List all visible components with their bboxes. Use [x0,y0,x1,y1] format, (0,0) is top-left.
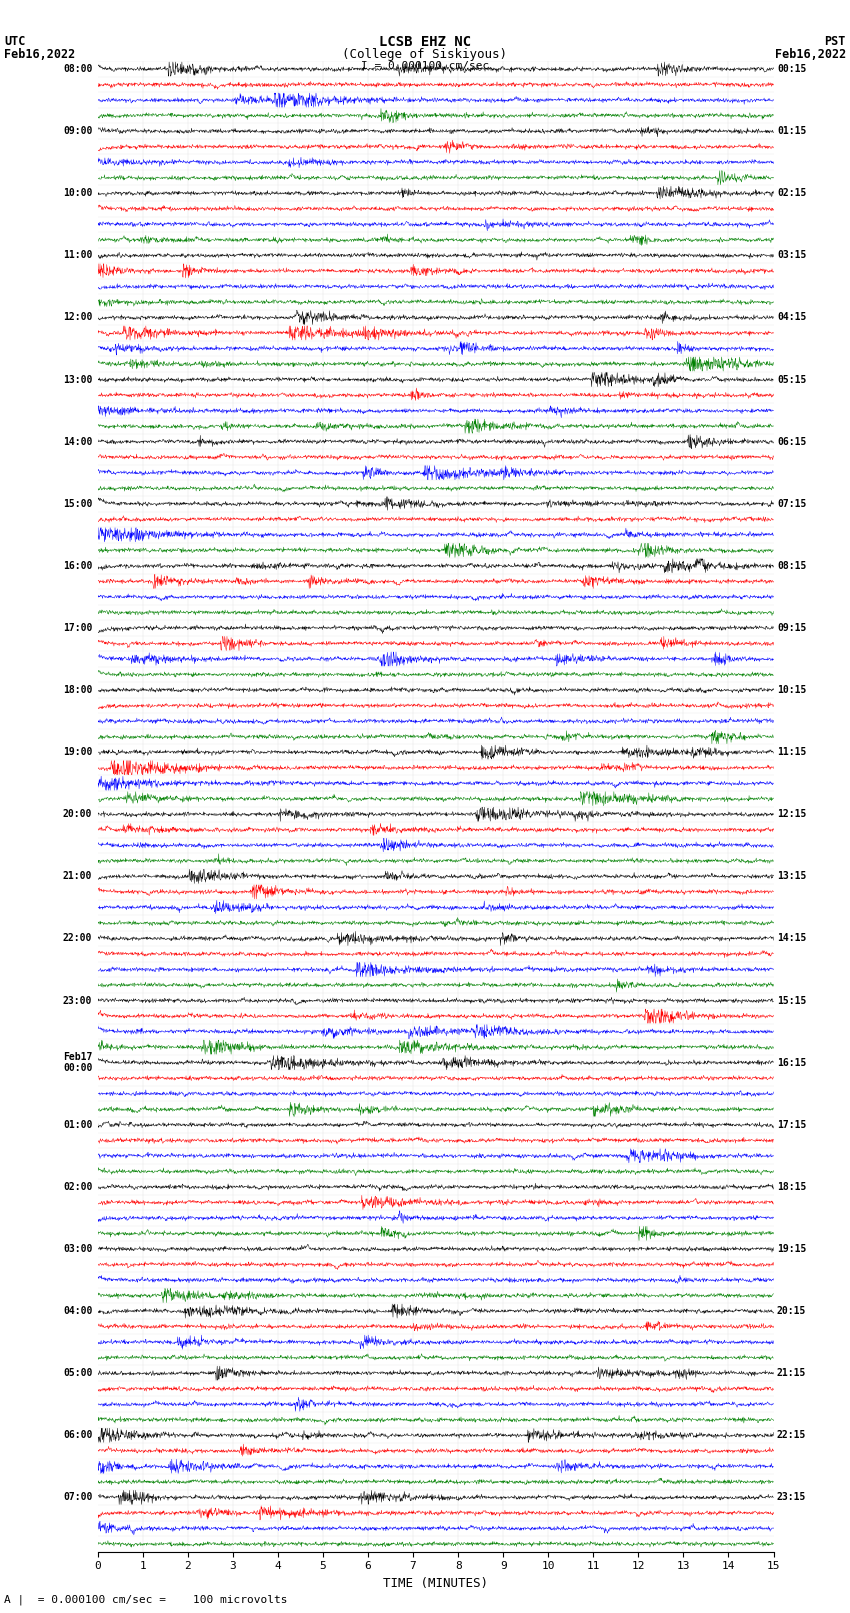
Text: 07:00: 07:00 [63,1492,93,1502]
Text: 04:15: 04:15 [777,313,807,323]
Text: 02:15: 02:15 [777,189,807,198]
Text: 01:15: 01:15 [777,126,807,135]
Text: 06:00: 06:00 [63,1431,93,1440]
Text: 15:15: 15:15 [777,995,807,1005]
Text: 23:15: 23:15 [777,1492,807,1502]
Text: 23:00: 23:00 [63,995,93,1005]
Text: 21:15: 21:15 [777,1368,807,1378]
Text: 03:15: 03:15 [777,250,807,260]
Text: 14:00: 14:00 [63,437,93,447]
Text: Feb16,2022: Feb16,2022 [774,48,846,61]
Text: 00:15: 00:15 [777,65,807,74]
Text: A |  = 0.000100 cm/sec =    100 microvolts: A | = 0.000100 cm/sec = 100 microvolts [4,1594,288,1605]
Text: 02:00: 02:00 [63,1182,93,1192]
Text: 11:15: 11:15 [777,747,807,756]
Text: 16:15: 16:15 [777,1058,807,1068]
Text: 18:00: 18:00 [63,686,93,695]
Text: 15:00: 15:00 [63,498,93,508]
Text: 17:15: 17:15 [777,1119,807,1129]
Text: I = 0.000100 cm/sec: I = 0.000100 cm/sec [361,61,489,71]
Text: 14:15: 14:15 [777,934,807,944]
Text: 19:15: 19:15 [777,1244,807,1253]
Text: 06:15: 06:15 [777,437,807,447]
Text: 11:00: 11:00 [63,250,93,260]
Text: 19:00: 19:00 [63,747,93,756]
Text: 09:00: 09:00 [63,126,93,135]
Text: Feb16,2022: Feb16,2022 [4,48,76,61]
Text: 17:00: 17:00 [63,623,93,632]
Text: 07:15: 07:15 [777,498,807,508]
Text: 16:00: 16:00 [63,561,93,571]
Text: 21:00: 21:00 [63,871,93,881]
Text: 10:00: 10:00 [63,189,93,198]
Text: 08:00: 08:00 [63,65,93,74]
Text: (College of Siskiyous): (College of Siskiyous) [343,48,507,61]
Text: UTC: UTC [4,35,26,48]
Text: 09:15: 09:15 [777,623,807,632]
Text: 03:00: 03:00 [63,1244,93,1253]
Text: 08:15: 08:15 [777,561,807,571]
Text: 10:15: 10:15 [777,686,807,695]
Text: 22:00: 22:00 [63,934,93,944]
Text: 01:00: 01:00 [63,1119,93,1129]
Text: 13:15: 13:15 [777,871,807,881]
Text: 05:00: 05:00 [63,1368,93,1378]
Text: 18:15: 18:15 [777,1182,807,1192]
Text: 13:00: 13:00 [63,374,93,384]
Text: Feb17
00:00: Feb17 00:00 [63,1052,93,1074]
Text: 04:00: 04:00 [63,1307,93,1316]
Text: 20:15: 20:15 [777,1307,807,1316]
X-axis label: TIME (MINUTES): TIME (MINUTES) [383,1578,488,1590]
Text: LCSB EHZ NC: LCSB EHZ NC [379,35,471,50]
Text: 22:15: 22:15 [777,1431,807,1440]
Text: 12:00: 12:00 [63,313,93,323]
Text: 05:15: 05:15 [777,374,807,384]
Text: 12:15: 12:15 [777,810,807,819]
Text: 20:00: 20:00 [63,810,93,819]
Text: PST: PST [824,35,846,48]
